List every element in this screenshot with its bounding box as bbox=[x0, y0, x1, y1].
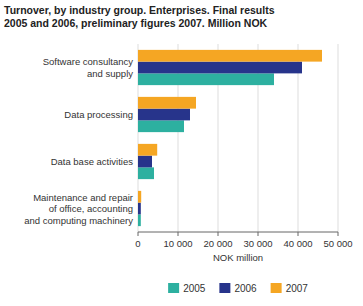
legend-swatch bbox=[219, 283, 230, 293]
text-line: of office, accounting bbox=[49, 203, 133, 214]
bar bbox=[138, 97, 196, 109]
tick-mark bbox=[138, 232, 139, 236]
legend-label: 2007 bbox=[286, 283, 309, 294]
category-label: Software consultancyand supply bbox=[43, 56, 134, 79]
bar bbox=[138, 144, 157, 156]
legend-label: 2005 bbox=[183, 283, 206, 294]
bar bbox=[138, 214, 141, 226]
chart: Turnover, by industry group. Enterprises… bbox=[0, 0, 363, 306]
text-line: Turnover, by industry group. Enterprises… bbox=[4, 4, 275, 16]
tick-mark bbox=[218, 232, 219, 236]
tick-label: 20 000 bbox=[203, 238, 232, 249]
tick-label: 50 000 bbox=[323, 238, 352, 249]
text-line: Software consultancy bbox=[43, 56, 134, 67]
tick-mark bbox=[178, 232, 179, 236]
tick-label: 30 000 bbox=[243, 238, 272, 249]
bar bbox=[138, 109, 190, 121]
category-label: Data base activities bbox=[51, 156, 134, 167]
tick-mark bbox=[338, 232, 339, 236]
legend-swatch bbox=[168, 283, 179, 293]
bar bbox=[138, 73, 274, 85]
bar bbox=[138, 167, 154, 179]
bar bbox=[138, 50, 322, 62]
text-line: Data processing bbox=[64, 109, 133, 120]
tick-label: 40 000 bbox=[283, 238, 312, 249]
text-line: 2005 and 2006, preliminary figures 2007.… bbox=[4, 17, 268, 29]
bar bbox=[138, 156, 152, 168]
bar bbox=[138, 191, 141, 203]
tick-label: 10 000 bbox=[163, 238, 192, 249]
x-axis-line bbox=[138, 232, 338, 233]
tick-mark bbox=[258, 232, 259, 236]
text-line: Data base activities bbox=[51, 156, 134, 167]
category-label: Maintenance and repairof office, account… bbox=[24, 192, 133, 226]
bars bbox=[138, 50, 322, 226]
bar bbox=[138, 120, 184, 132]
text-line: Maintenance and repair bbox=[33, 192, 133, 203]
tick-mark bbox=[298, 232, 299, 236]
x-axis-label: NOK million bbox=[213, 252, 263, 263]
title: Turnover, by industry group. Enterprises… bbox=[4, 4, 275, 29]
text-line: and computing machinery bbox=[24, 215, 133, 226]
legend-swatch bbox=[271, 283, 282, 293]
bar bbox=[138, 203, 141, 215]
legend-label: 2006 bbox=[234, 283, 257, 294]
bar bbox=[138, 62, 302, 74]
legend: 2005 2006 2007 bbox=[168, 283, 308, 294]
tick-label: 0 bbox=[135, 238, 140, 249]
grid-line bbox=[338, 44, 339, 232]
category-label: Data processing bbox=[64, 109, 133, 120]
text-line: and supply bbox=[87, 68, 133, 79]
